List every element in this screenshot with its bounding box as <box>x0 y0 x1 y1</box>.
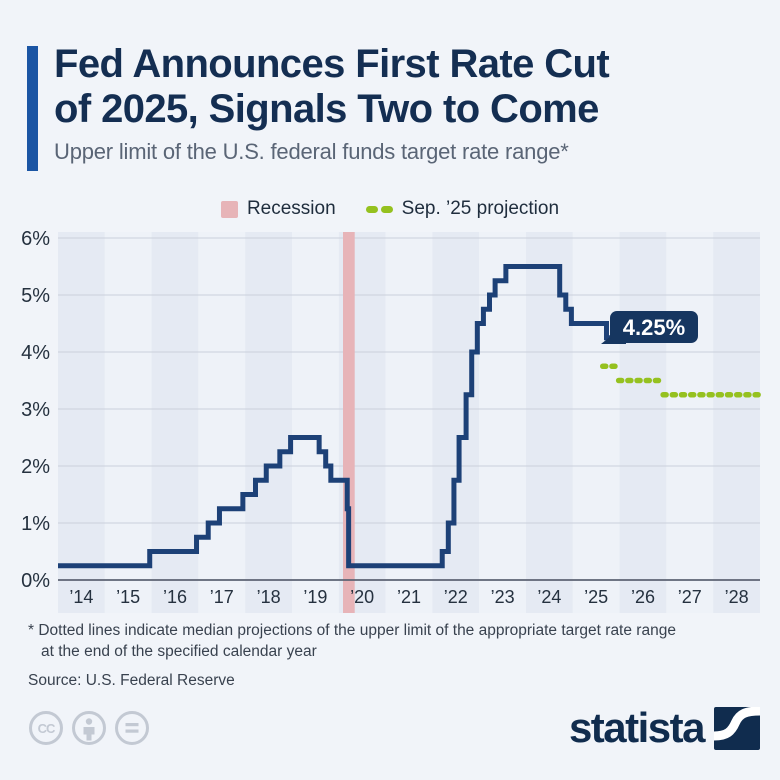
year-stripe <box>526 232 573 613</box>
chart-legend: Recession Sep. ’25 projection <box>0 198 780 220</box>
year-stripe <box>151 232 199 613</box>
license-icons: CC <box>28 710 150 746</box>
cc-icon: CC <box>29 711 63 745</box>
statista-logo: statista <box>569 704 760 752</box>
x-tick-label: ’14 <box>69 587 93 607</box>
projection-dots-icon <box>365 205 393 213</box>
y-tick-label: 0% <box>21 570 50 592</box>
projection-dot <box>365 205 378 213</box>
footnote-line-2: at the end of the specified calendar yea… <box>41 643 317 660</box>
x-tick-label: ’24 <box>537 587 561 607</box>
year-stripe <box>666 232 714 613</box>
x-tick-label: ’21 <box>397 587 421 607</box>
year-stripe <box>292 232 339 613</box>
x-tick-label: ’18 <box>257 587 281 607</box>
year-stripe <box>385 232 433 613</box>
callout-box <box>610 311 698 343</box>
year-stripe <box>104 232 152 613</box>
rate-step-chart: 0% 1% 2% 3% 4% 5% 6% ’14 ’15 ’16 ’17 ’18 ’19 ’20 ’21 ’2… <box>21 228 763 613</box>
x-tick-label: ’26 <box>631 587 655 607</box>
projection-dot <box>380 205 393 213</box>
recession-band <box>343 232 355 613</box>
x-tick-label: ’22 <box>444 587 468 607</box>
statista-wordmark: statista <box>568 704 706 751</box>
year-stripe <box>572 232 620 613</box>
statista-logo-icon <box>714 706 760 750</box>
attribution-person-icon <box>72 711 106 745</box>
title-line-1: Fed Announces First Rate Cut <box>54 42 610 86</box>
recession-swatch <box>220 200 238 218</box>
y-tick-label: 4% <box>21 342 50 364</box>
footnote: * Dotted lines indicate median projectio… <box>28 620 768 662</box>
year-stripe <box>245 232 292 613</box>
title-accent-bar <box>27 46 38 171</box>
year-stripe <box>198 232 246 613</box>
x-tick-label: ’28 <box>725 587 749 607</box>
source-line: Source: U.S. Federal Reserve <box>28 672 235 689</box>
current-rate-label: 4.25% <box>623 315 685 340</box>
x-tick-label: ’23 <box>491 587 515 607</box>
equals-icon <box>115 711 149 745</box>
page-subtitle: Upper limit of the U.S. federal funds ta… <box>54 139 569 164</box>
year-stripe <box>619 232 667 613</box>
legend-label-recession: Recession <box>246 198 336 219</box>
page-title: Fed Announces First Rate Cut of 2025, Si… <box>54 42 754 132</box>
x-tick-label: ’20 <box>350 587 374 607</box>
y-tick-label: 1% <box>21 513 50 535</box>
year-stripe <box>432 232 480 613</box>
x-tick-label: ’27 <box>678 587 702 607</box>
legend-item-projection: Sep. ’25 projection <box>365 198 560 220</box>
y-tick-label: 3% <box>21 399 50 421</box>
year-stripe <box>479 232 526 613</box>
legend-label-projection: Sep. ’25 projection <box>401 198 560 219</box>
svg-text:CC: CC <box>38 721 56 736</box>
y-tick-label: 5% <box>21 285 50 307</box>
title-line-2: of 2025, Signals Two to Come <box>54 87 599 131</box>
rate-line <box>58 264 612 569</box>
x-tick-label: ’15 <box>116 587 140 607</box>
x-tick-label: ’25 <box>584 587 608 607</box>
x-tick-label: ’16 <box>163 587 187 607</box>
y-tick-label: 2% <box>21 456 50 478</box>
year-stripe <box>713 232 760 613</box>
y-tick-label: 6% <box>21 228 50 250</box>
footnote-line-1: * Dotted lines indicate median projectio… <box>28 622 676 639</box>
year-stripe <box>58 232 105 613</box>
x-tick-label: ’19 <box>303 587 327 607</box>
x-tick-label: ’17 <box>210 587 234 607</box>
legend-item-recession: Recession <box>220 198 336 220</box>
